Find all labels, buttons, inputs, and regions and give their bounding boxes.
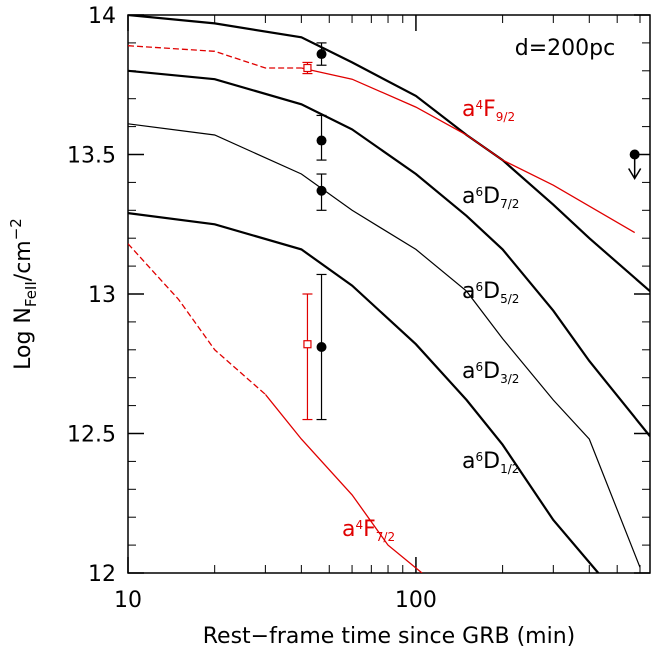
plot-frame xyxy=(127,14,651,574)
data-point xyxy=(303,63,312,73)
curve xyxy=(128,243,423,573)
x-axis-label: Rest−frame time since GRB (min) xyxy=(203,624,576,649)
x-tick-label: 100 xyxy=(395,588,437,613)
label-part: FeII xyxy=(22,281,40,307)
x-tick-label: 10 xyxy=(114,588,142,613)
y-tick-label: 13.5 xyxy=(67,144,116,169)
curve-line-solid xyxy=(265,393,423,573)
data-point xyxy=(316,185,327,196)
label-part: 6 xyxy=(475,450,483,464)
label-part: F xyxy=(363,517,376,542)
label-part: a xyxy=(342,517,355,542)
curve-label: a6D5/2 xyxy=(462,279,519,306)
label-part: /cm xyxy=(11,240,36,281)
curve xyxy=(128,123,641,568)
label-part: 6 xyxy=(475,185,483,199)
y-tick-label: 12 xyxy=(88,562,116,587)
curve-line xyxy=(128,123,641,568)
label-part: 9/2 xyxy=(496,110,515,124)
curve-line xyxy=(128,212,600,573)
data-point xyxy=(303,340,312,349)
label-part: 1/2 xyxy=(500,462,519,476)
label-part: 4 xyxy=(475,98,483,112)
label-part: 6 xyxy=(475,280,483,294)
label-part: D xyxy=(483,449,500,474)
label-part: 4 xyxy=(355,518,363,532)
label-part: Log N xyxy=(11,307,36,370)
curve xyxy=(128,15,650,293)
label-part: F xyxy=(483,97,496,122)
label-part: D xyxy=(483,359,500,384)
annotation: d=200pc xyxy=(515,36,615,61)
label-part: 7/2 xyxy=(500,197,519,211)
label-part: a xyxy=(462,184,475,209)
curve-line-solid xyxy=(301,67,636,234)
label-part: 5/2 xyxy=(500,292,519,306)
label-part: a xyxy=(462,359,475,384)
upper-limit-arrow xyxy=(628,154,642,180)
curve-label: a6D1/2 xyxy=(462,449,519,476)
label-part: 6 xyxy=(475,360,483,374)
data-point xyxy=(316,342,327,353)
curve-line xyxy=(128,69,650,437)
curve xyxy=(128,212,600,573)
curve-line xyxy=(128,45,302,69)
curve-label: a4F9/2 xyxy=(462,97,515,124)
data-point xyxy=(316,49,327,60)
label-part: D xyxy=(483,279,500,304)
y-tick-label: 14 xyxy=(88,4,116,29)
label-part: a xyxy=(462,97,475,122)
label-part: 7/2 xyxy=(376,530,395,544)
curve-label: a4F7/2 xyxy=(342,517,395,544)
curve xyxy=(128,69,650,437)
label-part: a xyxy=(462,449,475,474)
data-point xyxy=(316,135,327,146)
y-tick-label: 13 xyxy=(88,283,116,308)
curve-line xyxy=(128,243,266,396)
y-tick-label: 12.5 xyxy=(67,423,116,448)
y-axis-label: Log NFeII/cm−2 xyxy=(7,218,40,370)
label-part: −2 xyxy=(7,218,25,240)
curve-label: a6D7/2 xyxy=(462,184,519,211)
curve-label: a6D3/2 xyxy=(462,359,519,386)
curve-line xyxy=(128,15,650,293)
label-part: 3/2 xyxy=(500,372,519,386)
curve xyxy=(128,45,636,234)
label-part: D xyxy=(483,184,500,209)
